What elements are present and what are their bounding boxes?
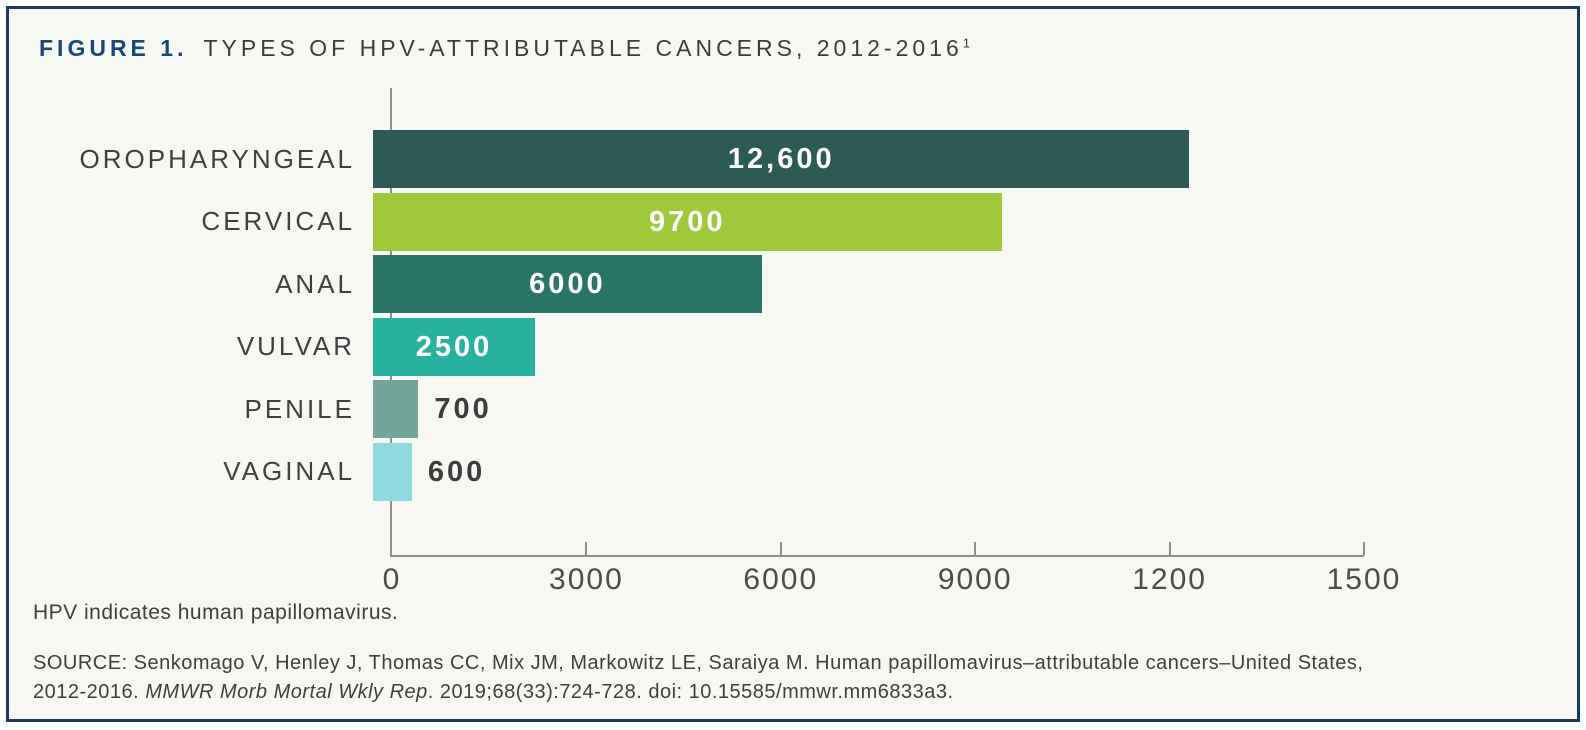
value-label-vaginal: 600 [427, 455, 486, 488]
value-label-anal: 6000 [529, 268, 606, 301]
x-axis-tick [974, 542, 977, 555]
value-label-oropharyngeal: 12,600 [727, 143, 835, 175]
x-axis-tick-label: 3000 [549, 563, 624, 596]
bar-track: 6000 [373, 255, 1345, 314]
bar-track: 9700 [373, 192, 1345, 251]
x-axis-tick-label: 1500 [1326, 563, 1402, 596]
source-line-1: SOURCE: Senkomago V, Henley J, Thomas CC… [33, 652, 1364, 674]
category-label-anal: ANAL [275, 268, 355, 299]
x-axis-tick-label: 0 [382, 563, 402, 596]
source-line2-pre: 2012-2016. [33, 681, 146, 703]
bar-row: VAGINAL 600 [33, 442, 1345, 501]
bar-cervical: 9700 [373, 192, 1002, 251]
figure-number-label: FIGURE 1. [39, 35, 188, 61]
bar-anal: 6000 [373, 255, 762, 314]
bar-rows: OROPHARYNGEAL 12,600 CERVICAL 9700 ANAL 6000 V… [33, 130, 1345, 506]
value-label-cervical: 9700 [649, 205, 726, 238]
value-label-penile: 700 [434, 393, 492, 426]
bar-row: VULVAR 2500 [33, 317, 1345, 376]
bar-oropharyngeal: 12,600 [373, 130, 1190, 188]
bar-track: 700 [373, 380, 1345, 439]
x-axis-tick [1168, 542, 1171, 555]
figure-box: FIGURE 1. TYPES OF HPV-ATTRIBUTABLE CANCE… [6, 6, 1580, 722]
bar-vaginal: 600 [373, 442, 482, 501]
category-label-vaginal: VAGINAL [223, 456, 355, 487]
figure-title-text: TYPES OF HPV-ATTRIBUTABLE CANCERS, 2012-… [203, 35, 963, 61]
abbreviation-note: HPV indicates human papillomavirus. [33, 601, 399, 624]
source-line2-journal: MMWR Morb Mortal Wkly Rep [145, 681, 428, 703]
x-axis-tick-label: 1200 [1132, 563, 1207, 596]
x-axis-tick-label: 6000 [743, 563, 819, 596]
source-line2-post: . 2019;68(33):724-728. doi: 10.15585/mmw… [427, 681, 954, 703]
source-line-2: 2012-2016. MMWR Morb Mortal Wkly Rep. 20… [33, 678, 1553, 707]
x-axis-tick [779, 542, 782, 555]
value-label-vulvar: 2500 [415, 330, 493, 363]
figure-title-superscript: 1 [962, 35, 970, 51]
bar-track: 2500 [373, 317, 1345, 376]
category-label-cervical: CERVICAL [201, 206, 355, 237]
figure-title: TYPES OF HPV-ATTRIBUTABLE CANCERS, 2012-… [203, 35, 970, 61]
plot-area: 0 3000 6000 9000 1200 1500 [383, 88, 1399, 596]
category-label-penile: PENILE [244, 393, 355, 424]
bar-track: 600 [373, 442, 1345, 501]
bar-row: PENILE 700 [33, 380, 1345, 439]
bar-penile: 700 [373, 380, 489, 439]
category-label-vulvar: VULVAR [236, 331, 355, 362]
x-axis-tick [585, 542, 588, 555]
bar-row: OROPHARYNGEAL 12,600 [33, 130, 1345, 188]
bar-vulvar: 2500 [373, 317, 535, 376]
x-axis-tick-label: 9000 [937, 563, 1013, 596]
bar-row: ANAL 6000 [33, 255, 1345, 314]
bar-track: 12,600 [373, 130, 1345, 188]
bar-row: CERVICAL 9700 [33, 192, 1345, 251]
figure-title-row: FIGURE 1. TYPES OF HPV-ATTRIBUTABLE CANCE… [39, 35, 970, 62]
source-note: SOURCE: Senkomago V, Henley J, Thomas CC… [33, 649, 1553, 707]
x-axis-tick [1363, 542, 1365, 555]
category-label-oropharyngeal: OROPHARYNGEAL [79, 143, 355, 174]
